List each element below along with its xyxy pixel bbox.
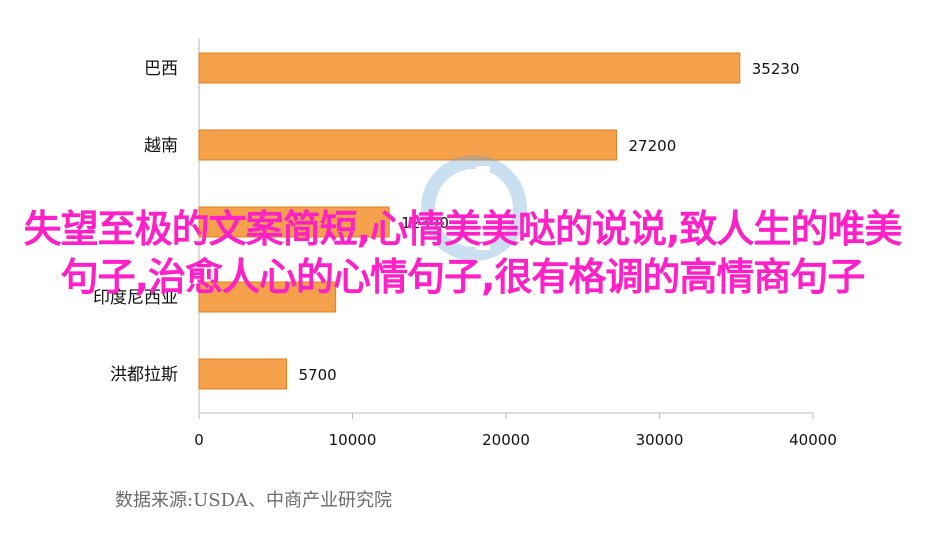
x-tick-label-1: 10000 [329,431,377,449]
bar-4 [198,358,287,390]
data-label-2: 12390 [401,214,449,232]
overlay-title: 失望至极的文案简短,心情美美哒的说说,致人生的唯美句子,治愈人心的心情句子,很有… [23,207,903,299]
source-note: 数据来源:USDA、中商产业研究院 [115,490,392,511]
bar-0 [198,52,741,84]
category-label-4: 洪都拉斯 [110,365,178,385]
data-labels: 35230 27200 12390 5700 [298,60,799,384]
data-label-1: 27200 [629,137,677,155]
category-label-0: 巴西 [144,59,178,79]
x-tick-label-0: 0 [194,431,204,449]
x-axis-ticks: 0 10000 20000 30000 40000 [194,413,837,449]
data-label-4: 5700 [298,366,336,384]
bar-3 [198,281,337,313]
category-label-1: 越南 [144,136,178,156]
x-tick-label-4: 40000 [789,431,837,449]
x-tick-label-3: 30000 [636,431,684,449]
x-tick-label-2: 20000 [482,431,530,449]
bar-2 [198,206,390,238]
category-label-3: 印度尼西亚 [93,288,178,308]
bars-group [198,52,741,390]
data-label-0: 35230 [752,60,800,78]
bar-1 [198,129,618,161]
watermark-logo-icon [421,155,527,261]
